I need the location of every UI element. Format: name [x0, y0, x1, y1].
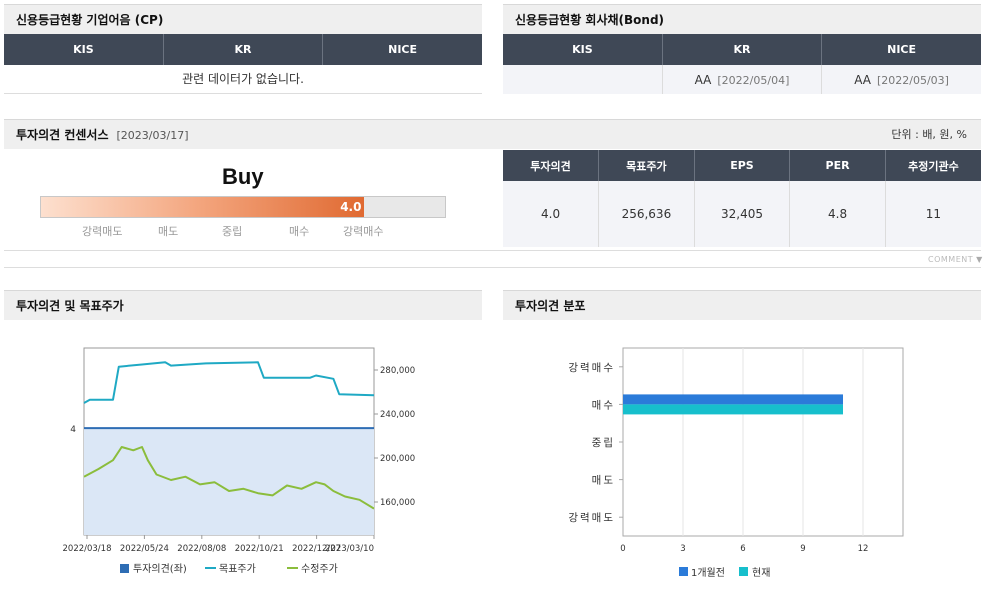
consensus-value-count: 11	[885, 181, 981, 247]
y-right-tick: 160,000	[380, 498, 415, 508]
bond-table: KIS KR NICE AA [2022/05/04] AA [2022/05/03…	[503, 34, 981, 94]
bond-header-kis: KIS	[503, 34, 663, 65]
x-tick: 2023/03/10	[325, 544, 374, 554]
opinion-distribution-panel: 투자의견 분포	[503, 290, 981, 320]
legend-swatch-now	[739, 567, 748, 576]
bond-kr-grade: AA	[694, 72, 712, 87]
plot-area	[622, 347, 904, 537]
bond-nice-date: [2022/05/03]	[876, 73, 949, 87]
consensus-value-target: 256,636	[598, 181, 695, 247]
consensus-unit: 단위 : 배, 원, %	[891, 128, 967, 141]
consensus-header-eps: EPS	[694, 150, 791, 181]
consensus-header-target: 목표주가	[598, 150, 695, 181]
legend-target: 목표주가	[219, 563, 256, 575]
x-tick: 2022/12/27	[292, 544, 341, 554]
opinion-target-chart: 4 280,000 240,000 200,000 160,000 2022/03/18 2…	[63, 347, 415, 575]
opinion-target-panel: 투자의견 및 목표주가	[4, 290, 482, 320]
opinion-distribution-title: 투자의견 분포	[503, 290, 981, 320]
consensus-opinion: Buy	[222, 164, 264, 189]
bond-kis-cell	[503, 65, 663, 94]
bond-nice-cell: AA [2022/05/03]	[821, 65, 981, 94]
bond-title: 신용등급현황 회사채(Bond)	[503, 4, 981, 34]
y-tick: 매도	[592, 475, 615, 487]
bond-header-kr: KR	[662, 34, 823, 65]
consensus-title: 투자의견 컨센서스	[16, 128, 109, 142]
consensus-value-per: 4.8	[789, 181, 886, 247]
legend-swatch-prev	[679, 567, 688, 576]
scale-label-neutral: 중립	[222, 225, 243, 238]
x-tick: 2022/10/21	[235, 544, 284, 554]
cp-empty-message: 관련 데이터가 없습니다.	[4, 65, 482, 94]
cp-header-kis: KIS	[4, 34, 164, 65]
cp-panel: 신용등급현황 기업어음 (CP) KIS KR NICE 관련 데이터가 없습니…	[4, 4, 482, 94]
comment-toggle[interactable]: COMMENT ▼	[928, 255, 983, 264]
x-tick: 2022/08/08	[177, 544, 226, 554]
y-tick: 강력매도	[568, 512, 615, 524]
adjusted-price-line	[83, 446, 375, 510]
consensus-gauge-value: 4.0	[340, 200, 362, 214]
bond-header-nice: NICE	[821, 34, 981, 65]
bond-panel: 신용등급현황 회사채(Bond) KIS KR NICE AA [2022/05/…	[503, 4, 981, 94]
x-tick: 3	[680, 544, 685, 554]
target-price-line	[83, 361, 375, 404]
consensus-table: 투자의견 목표주가 EPS PER 추정기관수 4.0 256,636 32,4…	[503, 150, 981, 247]
legend-opinion: 투자의견(좌)	[133, 563, 187, 575]
bond-kr-date: [2022/05/04]	[717, 73, 790, 87]
consensus-header-count: 추정기관수	[885, 150, 981, 181]
bar-prev	[623, 394, 843, 405]
x-tick: 2022/03/18	[63, 544, 112, 554]
chevron-down-icon: ▼	[976, 255, 983, 264]
opinion-target-title: 투자의견 및 목표주가	[4, 290, 482, 320]
cp-header-nice: NICE	[322, 34, 482, 65]
y-right-tick: 240,000	[380, 410, 415, 420]
consensus-date: [2023/03/17]	[116, 129, 189, 142]
comment-label: COMMENT	[928, 255, 974, 264]
bar-now	[623, 404, 843, 415]
y-right-tick: 200,000	[380, 454, 415, 464]
cp-title: 신용등급현황 기업어음 (CP)	[4, 4, 482, 34]
legend-now: 현재	[752, 567, 770, 579]
scale-label-buy: 매수	[289, 225, 310, 238]
consensus-gauge: 4.0	[40, 196, 446, 218]
consensus-header-per: PER	[789, 150, 886, 181]
consensus-divider	[4, 250, 981, 251]
consensus-value-eps: 32,405	[694, 181, 791, 247]
consensus-table-wrap: 투자의견 목표주가 EPS PER 추정기관수 4.0 256,636 32,4…	[503, 150, 981, 247]
consensus-panel: 투자의견 컨센서스 [2023/03/17] 단위 : 배, 원, %	[4, 119, 981, 149]
bond-nice-grade: AA	[854, 72, 871, 87]
comment-divider	[4, 267, 981, 268]
y-left-tick: 4	[70, 425, 76, 435]
x-tick: 12	[858, 544, 869, 554]
cp-table: KIS KR NICE	[4, 34, 482, 65]
cp-header-kr: KR	[163, 34, 324, 65]
consensus-value-opinion: 4.0	[503, 181, 600, 247]
scale-label-sell: 매도	[158, 225, 179, 238]
legend-prev: 1개월전	[691, 567, 725, 579]
y-tick: 중립	[592, 436, 615, 449]
x-tick: 0	[620, 544, 625, 554]
consensus-gauge-fill	[41, 197, 365, 217]
y-right-tick: 280,000	[380, 366, 415, 376]
x-tick: 9	[800, 544, 805, 554]
bond-kr-cell: AA [2022/05/04]	[662, 65, 823, 94]
scale-label-strong-sell: 강력매도	[82, 225, 123, 238]
x-tick: 6	[740, 544, 745, 554]
consensus-header-opinion: 투자의견	[503, 150, 600, 181]
y-tick: 매수	[592, 399, 615, 411]
scale-label-strong-buy: 강력매수	[343, 225, 384, 238]
consensus-title-bar: 투자의견 컨센서스 [2023/03/17] 단위 : 배, 원, %	[4, 119, 981, 149]
y-tick: 강력매수	[568, 362, 615, 374]
x-tick: 2022/05/24	[120, 544, 169, 554]
legend-price: 수정주가	[301, 563, 338, 575]
opinion-area	[84, 428, 374, 535]
legend-swatch-opinion	[120, 564, 129, 573]
